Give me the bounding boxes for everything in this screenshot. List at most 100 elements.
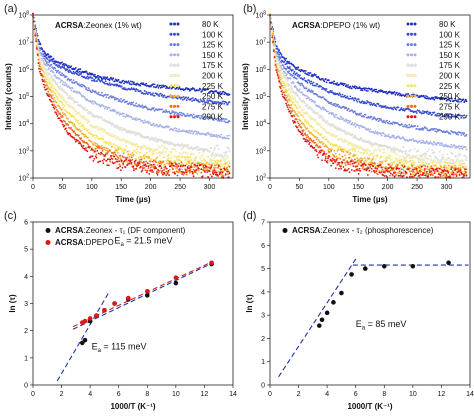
- data-point: [152, 122, 155, 125]
- data-point: [45, 84, 47, 87]
- data-point: [139, 84, 142, 87]
- data-point: [284, 94, 287, 97]
- data-point: [315, 84, 317, 87]
- data-point: [199, 164, 202, 166]
- data-point: [286, 90, 289, 92]
- data-point: [171, 110, 174, 112]
- data-point: [158, 151, 161, 154]
- data-point: [439, 98, 442, 101]
- data-point: [130, 83, 133, 86]
- data-point: [385, 90, 388, 93]
- data-point: [378, 169, 381, 172]
- data-point: [163, 142, 166, 145]
- data-point: [380, 119, 383, 122]
- data-point: [133, 150, 136, 153]
- data-point: [143, 167, 146, 169]
- data-point: [100, 147, 103, 150]
- data-point: [146, 155, 148, 158]
- data-point: [112, 151, 115, 154]
- data-point: [444, 115, 446, 118]
- data-point: [211, 175, 213, 178]
- data-point: [391, 158, 394, 161]
- data-point: [221, 162, 224, 165]
- data-point: [201, 175, 204, 178]
- data-point: [78, 70, 81, 73]
- data-point: [142, 157, 145, 160]
- data-point: [197, 146, 200, 149]
- data-point: [403, 162, 406, 165]
- data-point: [395, 157, 398, 160]
- data-point: [389, 169, 392, 172]
- data-point: [117, 79, 120, 81]
- data-point: [50, 100, 53, 103]
- data-point: [126, 163, 129, 166]
- data-point: [334, 153, 337, 155]
- data-point: [429, 129, 432, 132]
- data-point: [434, 161, 437, 164]
- data-point: [405, 153, 408, 156]
- data-point: [451, 98, 453, 100]
- data-point: [138, 162, 141, 165]
- data-point: [387, 122, 390, 125]
- data-point: [168, 162, 171, 165]
- data-point: [32, 12, 34, 15]
- data-point: [423, 158, 426, 161]
- data-point: [224, 121, 227, 124]
- legend-marker: [176, 94, 180, 98]
- data-point: [65, 83, 68, 86]
- data-point: [351, 110, 354, 112]
- data-point: [456, 100, 459, 103]
- data-point: [35, 45, 38, 47]
- data-point: [35, 43, 38, 46]
- data-point: [45, 92, 48, 95]
- data-point: [419, 167, 422, 170]
- data-point: [373, 132, 376, 135]
- legend-marker: [172, 63, 177, 67]
- data-point: [323, 136, 326, 139]
- data-point: [62, 73, 65, 76]
- data-point: [143, 154, 145, 157]
- data-point: [61, 103, 64, 106]
- data-point: [358, 158, 361, 161]
- y-tick-label: 105: [18, 92, 29, 101]
- data-point: [77, 119, 79, 122]
- data-point: [288, 104, 290, 107]
- data-point: [128, 162, 131, 165]
- data-point: [153, 167, 156, 170]
- data-point: [104, 93, 107, 96]
- data-point: [98, 79, 101, 81]
- data-point: [213, 133, 216, 136]
- data-point: [294, 67, 297, 69]
- data-point: [139, 148, 142, 151]
- data-point: [425, 127, 428, 130]
- data-point: [82, 125, 85, 127]
- data-point: [36, 54, 39, 56]
- data-point: [226, 168, 229, 171]
- data-point: [219, 165, 222, 168]
- data-point: [279, 52, 282, 55]
- data-point: [447, 157, 450, 160]
- data-point: [115, 160, 118, 163]
- data-point: [61, 61, 63, 64]
- data-point: [274, 60, 277, 63]
- data-point: [55, 106, 57, 109]
- data-point: [177, 155, 180, 157]
- data-point: [60, 119, 63, 122]
- data-point: [208, 170, 211, 173]
- data-point: [344, 130, 347, 133]
- data-point: [169, 161, 171, 163]
- legend-marker: [169, 63, 173, 67]
- data-point: [149, 85, 152, 88]
- data-point: [396, 122, 399, 124]
- data-point: [191, 162, 194, 165]
- data-point: [73, 107, 76, 110]
- data-point: [205, 161, 208, 164]
- data-point: [330, 101, 333, 104]
- data-point: [75, 119, 78, 122]
- data-point: [91, 77, 94, 80]
- data-point: [161, 170, 164, 172]
- data-point: [280, 54, 283, 56]
- data-point: [221, 167, 224, 170]
- data-point: [185, 171, 188, 174]
- data-point: [220, 118, 223, 121]
